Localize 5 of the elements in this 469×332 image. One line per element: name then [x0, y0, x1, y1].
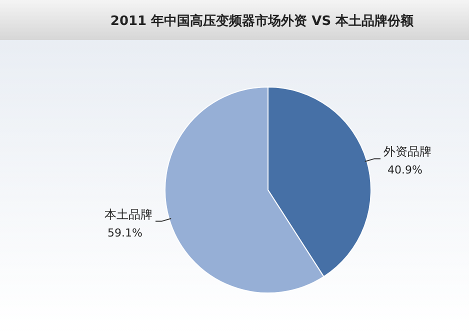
slice-label: 本土品牌	[104, 207, 153, 222]
data-label: 59.1%	[108, 226, 143, 240]
chart-title: 2011 年中国高压变频器市场外资 VS 本土品牌份额	[110, 13, 415, 29]
slice-label: 外资品牌	[383, 144, 432, 159]
data-label: 40.9%	[387, 164, 422, 177]
